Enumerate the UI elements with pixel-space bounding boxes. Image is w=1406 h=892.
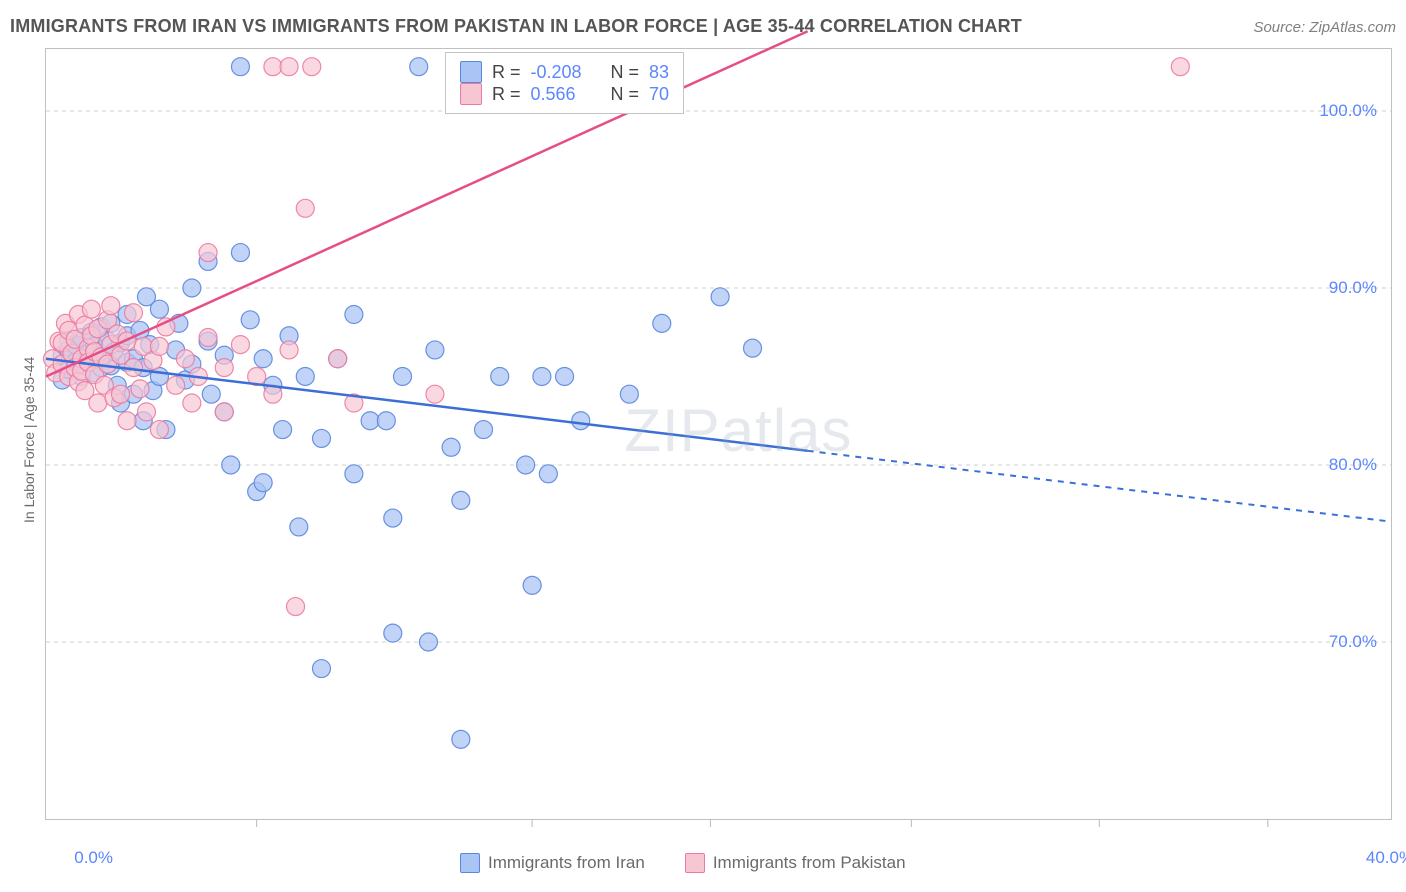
stats-n-value: 83 [649,62,669,83]
stats-n-label: N = [601,84,640,105]
x-tick-label: 0.0% [74,848,113,868]
legend-bottom: Immigrants from Iran Immigrants from Paki… [460,853,906,873]
legend-swatch [685,853,705,873]
y-axis-label: In Labor Force | Age 35-44 [21,357,37,523]
legend-label: Immigrants from Iran [488,853,645,873]
stats-n-label: N = [601,62,640,83]
stats-swatch [460,83,482,105]
chart-title: IMMIGRANTS FROM IRAN VS IMMIGRANTS FROM … [10,16,1022,37]
stats-row-pakistan: R = 0.566 N = 70 [460,83,669,105]
stats-row-iran: R = -0.208 N = 83 [460,61,669,83]
chart-svg [46,49,1391,819]
legend-item-iran: Immigrants from Iran [460,853,645,873]
legend-item-pakistan: Immigrants from Pakistan [685,853,906,873]
x-tick-label: 40.0% [1366,848,1406,868]
source-attribution: Source: ZipAtlas.com [1253,19,1396,36]
y-tick-label: 100.0% [1319,101,1377,121]
stats-r-value: -0.208 [531,62,591,83]
y-tick-label: 70.0% [1329,632,1377,652]
legend-swatch [460,853,480,873]
y-tick-label: 90.0% [1329,278,1377,298]
plot-area: ZIPatlas 70.0%80.0%90.0%100.0% [45,48,1392,820]
stats-r-label: R = [492,62,521,83]
stats-n-value: 70 [649,84,669,105]
stats-r-label: R = [492,84,521,105]
stats-swatch [460,61,482,83]
y-tick-label: 80.0% [1329,455,1377,475]
stats-r-value: 0.566 [531,84,591,105]
stats-box: R = -0.208 N = 83R = 0.566 N = 70 [445,52,684,114]
title-bar: IMMIGRANTS FROM IRAN VS IMMIGRANTS FROM … [10,16,1396,37]
legend-label: Immigrants from Pakistan [713,853,906,873]
